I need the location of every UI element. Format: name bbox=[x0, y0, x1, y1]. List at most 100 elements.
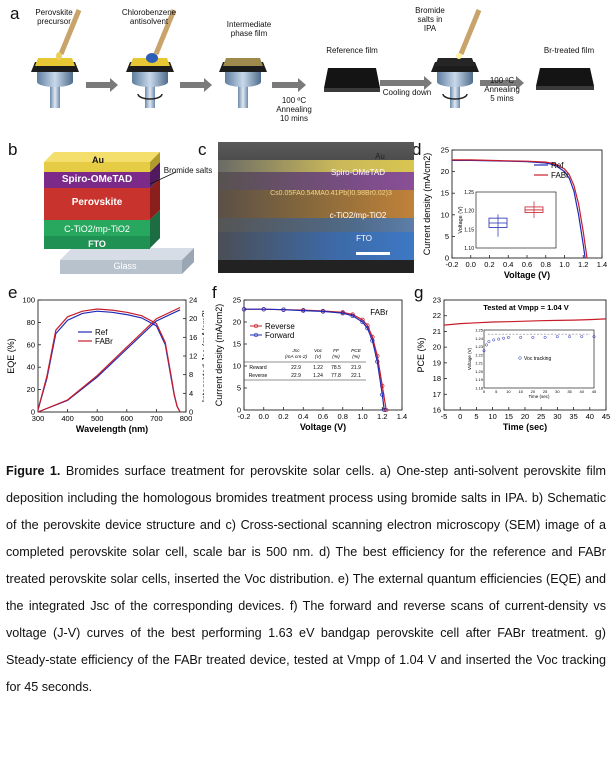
table-cell: 1.22 bbox=[313, 365, 323, 371]
x-axis-label: Time (sec) bbox=[503, 422, 547, 432]
inset-x-tick-label: 0 bbox=[483, 389, 486, 394]
inset-y-tick-label: 1.25 bbox=[464, 190, 474, 196]
x-tick-label: 700 bbox=[150, 414, 163, 423]
table-cell: 77.8 bbox=[331, 373, 341, 379]
caption-text: Bromides surface treatment for perovskit… bbox=[6, 464, 606, 694]
data-point bbox=[360, 319, 365, 325]
step-cooling-down: Cooling down bbox=[382, 88, 432, 97]
inset-frame bbox=[483, 329, 595, 389]
data-point bbox=[384, 407, 389, 413]
inset-y-tick-label: 1.19 bbox=[475, 377, 484, 382]
x-tick-label: -0.2 bbox=[238, 412, 251, 421]
sem-label-tio2: c-TiO2/mp-TiO2 bbox=[329, 211, 387, 220]
y-right-tick-label: 4 bbox=[189, 389, 193, 398]
x-tick-label: 0.0 bbox=[466, 260, 476, 269]
inset-data-point bbox=[592, 335, 596, 339]
y-tick-label: 20 bbox=[233, 318, 241, 327]
legend-label: Ref bbox=[551, 161, 564, 170]
spinner-4 bbox=[431, 9, 482, 108]
x-tick-label: 600 bbox=[121, 414, 134, 423]
inset-y-axis-label: Voltage (V) bbox=[467, 347, 472, 370]
y-tick-label: 0 bbox=[237, 406, 241, 415]
legend-label: FABr bbox=[95, 337, 113, 346]
data-point bbox=[375, 359, 380, 364]
y-tick-label: 18 bbox=[433, 374, 441, 383]
x-tick-label: 0.2 bbox=[484, 260, 494, 269]
y-tick-label: 20 bbox=[433, 343, 441, 352]
data-point bbox=[281, 307, 286, 312]
x-tick-label: 40 bbox=[586, 412, 594, 421]
x-axis-label: Voltage (V) bbox=[504, 270, 550, 280]
panel-d-jv-chart: -0.2 0.0 0.2 0.4 0.6 0.8 1.0 1.2 1.4 0 5 10 15 20 25 Vo… bbox=[422, 146, 607, 281]
inset-y-tick-label: 1.18 bbox=[475, 386, 484, 391]
inset-x-tick-label: 25 bbox=[543, 389, 548, 394]
x-tick-label: 1.4 bbox=[397, 412, 407, 421]
data-point bbox=[301, 308, 306, 313]
y-right-tick-label: 8 bbox=[189, 370, 193, 379]
y-tick-label: 20 bbox=[27, 385, 35, 394]
inset-y-axis-label: Voltage (V) bbox=[458, 206, 464, 233]
data-point bbox=[365, 326, 370, 331]
inset-y-tick-label: 1.20 bbox=[464, 209, 474, 215]
inset-data-point bbox=[543, 336, 547, 339]
table-header: (V) bbox=[315, 354, 322, 360]
data-point bbox=[380, 392, 385, 397]
data-point bbox=[261, 307, 266, 312]
x-tick-label: 5 bbox=[474, 412, 478, 421]
chart-title: Tested at Vmpp = 1.04 V bbox=[483, 303, 569, 312]
sem-label-fto: FTO bbox=[356, 234, 372, 243]
inset-y-tick-label: 1.25 bbox=[475, 328, 484, 333]
table-cell: 22.9 bbox=[291, 365, 301, 371]
eqe-curve-fabr bbox=[37, 308, 181, 413]
table-header: Voc bbox=[314, 348, 323, 354]
table-cell: 78.5 bbox=[331, 365, 341, 371]
panel-a-process-schematic bbox=[31, 9, 594, 108]
y-right-tick-label: 24 bbox=[189, 296, 197, 305]
panel-a-letter: a bbox=[10, 4, 20, 23]
panel-b-device-stack bbox=[44, 152, 194, 274]
table-cell: Reward bbox=[249, 365, 266, 371]
x-tick-label: 1.2 bbox=[377, 412, 387, 421]
y-tick-label: 60 bbox=[27, 340, 35, 349]
inset-data-point bbox=[506, 336, 510, 339]
legend-marker bbox=[253, 332, 259, 338]
x-tick-label: 35 bbox=[569, 412, 577, 421]
x-tick-label: 1.4 bbox=[597, 260, 607, 269]
step-perovskite-precursor: Perovskite precursor bbox=[35, 8, 73, 26]
data-point bbox=[350, 313, 355, 318]
inset-data-point bbox=[492, 338, 496, 342]
x-tick-label: 500 bbox=[91, 414, 104, 423]
legend-label: Forward bbox=[265, 331, 294, 340]
y-right-tick-label: 12 bbox=[189, 352, 197, 361]
step-br-treated-film: Br-treated film bbox=[543, 46, 595, 55]
x-tick-label: 10 bbox=[488, 412, 496, 421]
inset-data-point bbox=[482, 349, 486, 353]
spinner-1 bbox=[31, 9, 82, 108]
inset-data-point bbox=[497, 337, 501, 341]
inset-x-tick-label: 20 bbox=[531, 389, 536, 394]
inset-y-tick-label: 1.15 bbox=[464, 227, 474, 233]
step-annealing-10: 100 ºC Annealing 10 mins bbox=[276, 96, 312, 123]
inset-x-tick-label: 40 bbox=[580, 389, 585, 394]
sem-label-au: Au bbox=[375, 152, 385, 161]
table-header: (mA cm-2) bbox=[285, 354, 308, 360]
y-right-tick-label: 16 bbox=[189, 333, 197, 342]
step-intermediate-film: Intermediate phase film bbox=[226, 20, 272, 38]
jv-curve-fabr bbox=[452, 159, 588, 259]
table-cell: Reverse bbox=[249, 373, 268, 379]
y-tick-label: 0 bbox=[31, 408, 35, 417]
inset-y-tick-label: 1.23 bbox=[475, 344, 484, 349]
table-header: (%) bbox=[332, 354, 340, 360]
y-axis-label: Current density (mA/cm2) bbox=[422, 153, 432, 256]
y-tick-label: 5 bbox=[237, 384, 241, 393]
inset-y-tick-label: 1.22 bbox=[475, 352, 484, 357]
panel-e-letter: e bbox=[8, 283, 18, 302]
x-tick-label: 400 bbox=[61, 414, 74, 423]
panel-b-letter: b bbox=[8, 140, 18, 159]
spinner-3 bbox=[219, 58, 267, 108]
step-chlorobenzene: Chlorobenzene antisolvent bbox=[121, 8, 177, 26]
y-tick-label: 0 bbox=[445, 254, 449, 263]
step-annealing-5: 100 ºC Annealing 5 mins bbox=[484, 76, 520, 103]
inset-x-tick-label: 15 bbox=[518, 389, 523, 394]
y-tick-label: 25 bbox=[441, 146, 449, 155]
